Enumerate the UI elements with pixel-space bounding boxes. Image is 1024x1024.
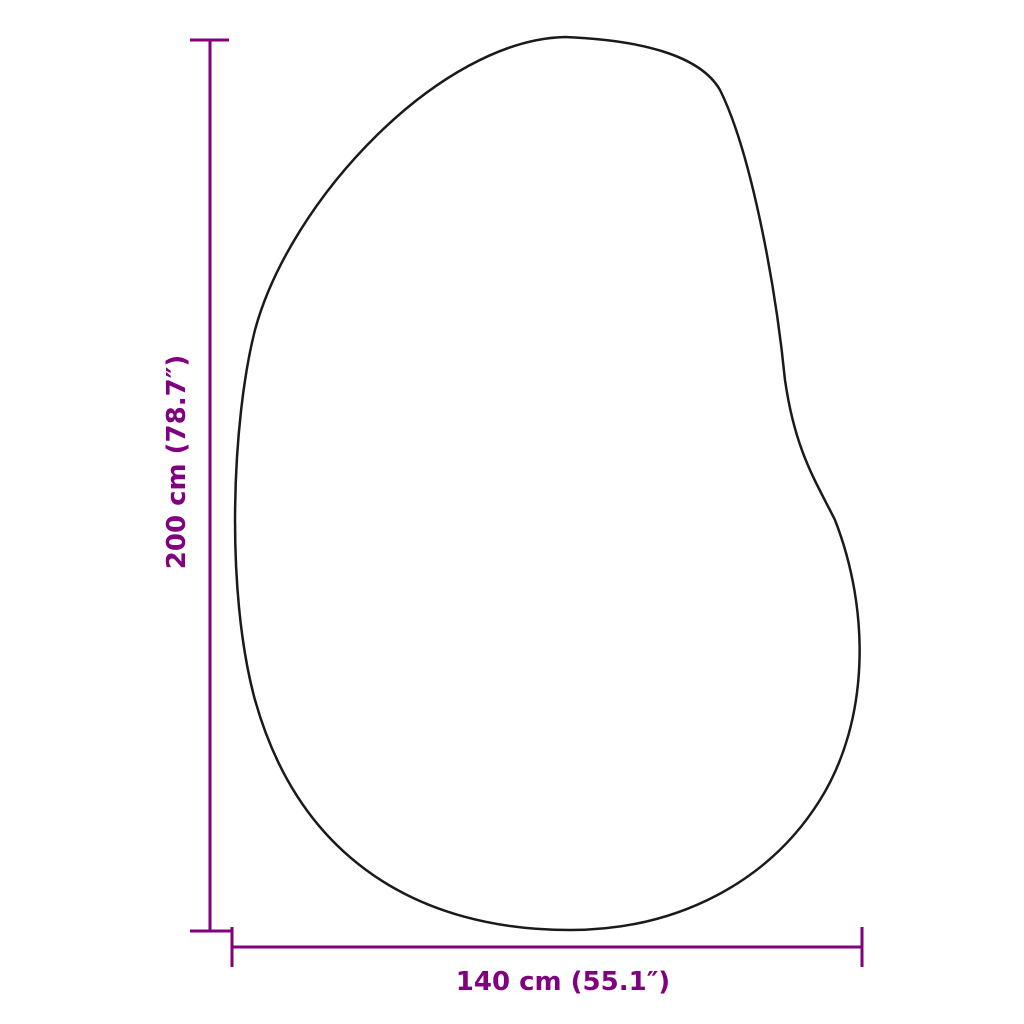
height-label: 200 cm (78.7″) — [162, 355, 192, 569]
width-label: 140 cm (55.1″) — [456, 967, 670, 997]
width-dimension-line — [230, 927, 864, 967]
height-dimension-line — [190, 38, 232, 933]
mirror-outline — [233, 35, 861, 932]
